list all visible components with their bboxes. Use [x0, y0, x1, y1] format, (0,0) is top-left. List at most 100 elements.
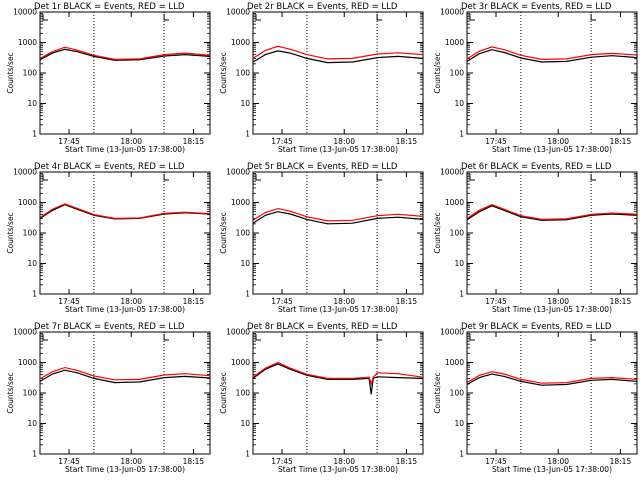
- y-axis-label: Counts/sec: [6, 372, 15, 413]
- y-axis-label: Counts/sec: [6, 212, 15, 253]
- time-range-marker: [163, 174, 170, 181]
- plot-frame: [466, 11, 638, 135]
- start-marker: [255, 14, 261, 21]
- y-tick-label: 10000: [440, 328, 464, 337]
- chart-panel-2: Det 2r BLACK = Events, RED = LLD 1 10 100 10…: [219, 2, 424, 154]
- y-axis-label: Counts/sec: [433, 52, 442, 93]
- y-tick-label: 100: [450, 389, 465, 398]
- series-line-lld: [39, 203, 211, 220]
- x-tick-label: 17:45: [58, 137, 80, 146]
- chart-title: Det 5r BLACK = Events, RED = LLD: [247, 162, 398, 172]
- plot-frame: [39, 331, 211, 455]
- x-tick-label: 18:00: [547, 137, 569, 146]
- y-tick-label: 1000: [445, 198, 464, 207]
- time-range-marker: [590, 174, 597, 181]
- y-axis-label: Counts/sec: [219, 372, 228, 413]
- series-line-lld: [466, 371, 638, 384]
- y-tick-label: 100: [450, 69, 465, 78]
- time-range-marker: [376, 174, 383, 181]
- y-tick-label: 100: [450, 229, 465, 238]
- series-line-lld: [39, 366, 211, 381]
- x-axis-label: Start Time (13-Jun-05 17:38:00): [492, 145, 612, 154]
- y-axis-label: Counts/sec: [433, 212, 442, 253]
- time-range-marker: [590, 14, 597, 21]
- y-tick-label: 10: [454, 99, 464, 108]
- chart-title: Det 8r BLACK = Events, RED = LLD: [247, 322, 398, 332]
- y-tick-label: 1000: [445, 358, 464, 367]
- time-range-marker: [163, 14, 170, 21]
- x-axis-label: Start Time (13-Jun-05 17:38:00): [65, 145, 185, 154]
- x-tick-label: 17:45: [485, 457, 507, 466]
- y-tick-label: 10: [454, 419, 464, 428]
- time-range-marker: [590, 334, 597, 341]
- series-line-lld: [39, 46, 211, 61]
- x-tick-label: 18:00: [120, 457, 142, 466]
- plot-frame: [466, 331, 638, 455]
- x-axis-label: Start Time (13-Jun-05 17:38:00): [492, 465, 612, 474]
- y-tick-label: 100: [236, 229, 251, 238]
- y-tick-label: 1000: [231, 198, 250, 207]
- start-marker: [469, 14, 475, 21]
- series-line-events: [252, 363, 424, 395]
- y-axis-label: Counts/sec: [433, 372, 442, 413]
- start-marker: [255, 334, 261, 341]
- x-tick-label: 18:15: [610, 457, 632, 466]
- y-tick-label: 1: [32, 130, 37, 139]
- y-tick-label: 1: [245, 290, 250, 299]
- y-tick-label: 1000: [18, 38, 37, 47]
- chart-title: Det 6r BLACK = Events, RED = LLD: [461, 162, 612, 172]
- chart-title: Det 3r BLACK = Events, RED = LLD: [461, 2, 612, 12]
- x-axis-label: Start Time (13-Jun-05 17:38:00): [278, 305, 398, 314]
- y-tick-label: 100: [23, 69, 38, 78]
- y-axis-label: Counts/sec: [6, 52, 15, 93]
- y-tick-label: 10: [27, 99, 37, 108]
- y-tick-label: 1: [245, 450, 250, 459]
- x-tick-label: 18:15: [610, 137, 632, 146]
- y-tick-label: 10000: [440, 8, 464, 17]
- y-tick-label: 10000: [226, 328, 250, 337]
- y-tick-label: 1000: [231, 38, 250, 47]
- y-tick-label: 10000: [226, 168, 250, 177]
- y-tick-label: 100: [236, 69, 251, 78]
- y-tick-label: 10000: [13, 8, 37, 17]
- y-tick-label: 1: [245, 130, 250, 139]
- x-tick-label: 18:15: [396, 457, 418, 466]
- chart-title: Det 7r BLACK = Events, RED = LLD: [34, 322, 185, 332]
- x-axis-label: Start Time (13-Jun-05 17:38:00): [278, 465, 398, 474]
- plot-frame: [252, 11, 424, 135]
- y-tick-label: 10000: [440, 168, 464, 177]
- y-tick-label: 100: [23, 229, 38, 238]
- y-tick-label: 1: [32, 290, 37, 299]
- chart-panel-7: Det 7r BLACK = Events, RED = LLD 1 10 100 10…: [6, 322, 211, 474]
- x-tick-label: 17:45: [485, 137, 507, 146]
- start-marker: [42, 174, 48, 181]
- start-marker: [469, 334, 475, 341]
- y-tick-label: 10: [454, 259, 464, 268]
- start-marker: [42, 14, 48, 21]
- chart-panel-8: Det 8r BLACK = Events, RED = LLD 1 10 100 10…: [219, 322, 424, 474]
- x-tick-label: 18:15: [396, 297, 418, 306]
- x-axis-label: Start Time (13-Jun-05 17:38:00): [492, 305, 612, 314]
- x-axis-label: Start Time (13-Jun-05 17:38:00): [65, 305, 185, 314]
- start-marker: [42, 334, 48, 341]
- start-marker: [255, 174, 261, 181]
- time-range-marker: [376, 14, 383, 21]
- time-range-marker: [376, 334, 383, 341]
- y-tick-label: 10000: [13, 328, 37, 337]
- y-axis-label: Counts/sec: [219, 52, 228, 93]
- x-tick-label: 17:45: [485, 297, 507, 306]
- series-line-lld: [252, 361, 424, 386]
- y-tick-label: 1000: [18, 198, 37, 207]
- x-tick-label: 18:15: [610, 297, 632, 306]
- series-line-events: [39, 369, 211, 384]
- x-tick-label: 17:45: [58, 297, 80, 306]
- x-tick-label: 18:00: [120, 137, 142, 146]
- series-line-events: [466, 205, 638, 221]
- y-tick-label: 1: [32, 450, 37, 459]
- y-tick-label: 10000: [13, 168, 37, 177]
- chart-title: Det 4r BLACK = Events, RED = LLD: [34, 162, 185, 172]
- y-tick-label: 10: [240, 259, 250, 268]
- x-tick-label: 18:00: [120, 297, 142, 306]
- x-tick-label: 18:15: [183, 457, 205, 466]
